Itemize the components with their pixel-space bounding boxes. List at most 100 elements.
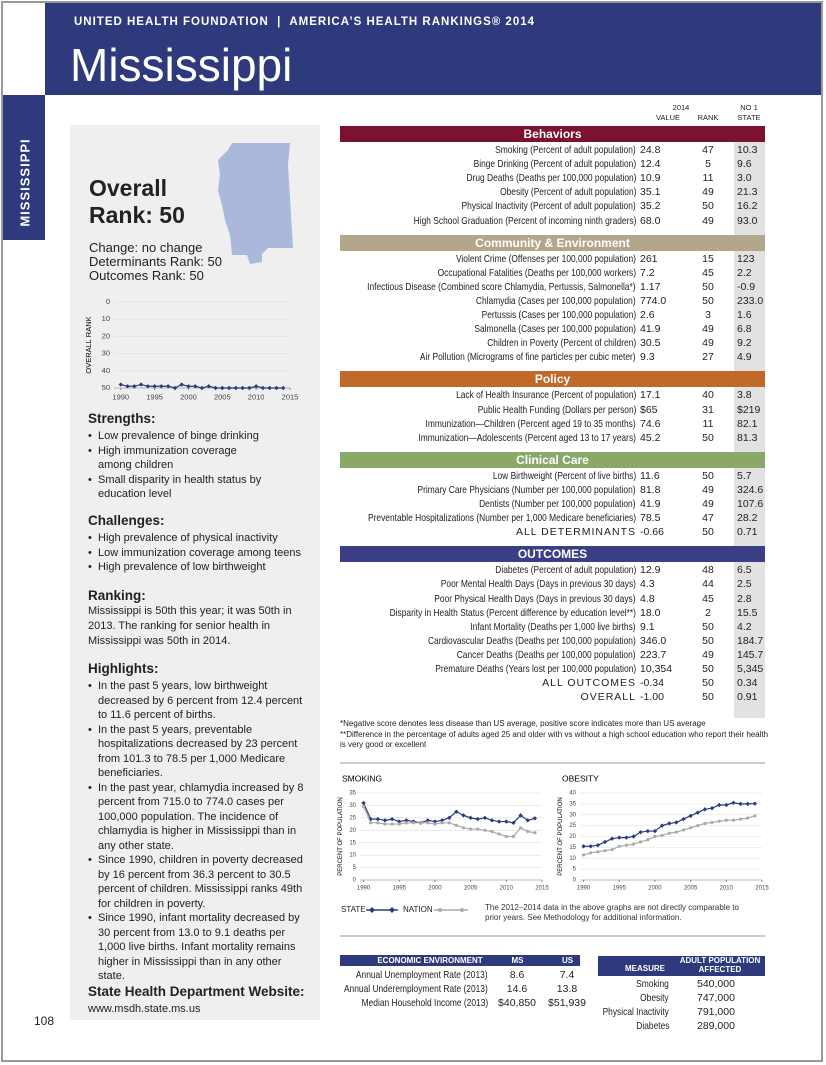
row-label: Immunization—Adolescents (Percent aged 1… [300,431,636,445]
point [253,384,259,389]
point [368,816,373,822]
bullet: • [88,561,92,573]
point [260,385,266,391]
point [233,385,239,391]
row-rank: 45 [702,266,714,279]
row-rank: 49 [702,648,714,661]
row-label-text: Binge Drinking (Percent of adult populat… [473,158,637,171]
point [533,831,537,835]
row-rank: 47 [702,144,714,156]
header-org: UNITED HEALTH FOUNDATION | AMERICA’S HEA… [74,16,536,28]
point [588,844,593,849]
adult-header: MEASURE [624,964,665,973]
row-no1: 82.1 [737,417,758,430]
page-number: 108 [34,1014,55,1028]
row-rank: 49 [702,323,714,336]
row-no1: 233.0 [737,294,764,307]
row-no1: 4.9 [737,351,752,364]
row-label: Obesity (Percent of adult population) [300,185,636,199]
row-label-text: Dentists (Number per 100,000 population) [479,498,636,510]
y-tick-label: 10 [349,853,356,859]
y-tick-label: 30 [569,812,576,818]
point [419,821,423,825]
row-label-text: ALL OUTCOMES [542,677,636,690]
point [638,829,643,835]
point [425,818,431,823]
x-tick-label: 2000 [648,886,662,892]
y-tick-label: 30 [349,803,356,809]
row-no1: 0.91 [737,691,758,704]
row-no1: 3.0 [737,172,752,185]
bullet-item: • High immunization coverage among childr… [88,444,268,473]
section-heading: Highlights: [88,661,159,676]
point [710,820,714,824]
row-value: 78.5 [640,512,661,525]
row-no1: 5,345 [737,663,764,675]
adult-header: ADULT POPULATION AFFECTED [679,956,761,974]
point [595,843,601,848]
bullet: • [88,473,92,486]
bullet-item: • High prevalence of low birthweight [88,560,303,575]
row-value: 45.2 [640,431,661,444]
col-header: 2014 [672,103,690,112]
y-tick-label: 5 [353,865,357,871]
point [382,818,388,823]
point [581,844,586,849]
row-label-text: Air Pollution (Micrograms of fine partic… [420,351,636,364]
econ-label-text: Annual Unemployment Rate (2013) [356,969,488,981]
y-tick-label: 15 [569,845,576,851]
bullet-item: • High prevalence of physical inactivity [88,531,303,546]
row-no1: $219 [737,403,761,416]
point [240,385,245,391]
row-value: 68.0 [640,214,661,227]
y-tick-label: 20 [569,834,576,840]
point [525,818,530,823]
row-no1: 81.3 [737,431,758,444]
row-no1: 9.6 [737,158,752,171]
point [193,384,198,389]
point [489,818,495,823]
row-no1: 9.2 [737,337,752,350]
row-value: -0.66 [640,526,664,539]
point [624,843,628,847]
section-header: Community & Environment [340,234,765,251]
row-rank: 49 [702,214,714,227]
row-rank: 50 [702,677,714,690]
point [738,817,743,821]
x-tick-label: 1995 [613,886,627,892]
point [753,814,757,818]
row-rank: 50 [702,469,714,482]
row-label-text: Salmonella (Cases per 100,000 population… [474,323,636,336]
row-label-text: Infant Mortality (Deaths per 1,000 live … [470,620,636,633]
point [159,384,164,389]
point [404,821,408,825]
row-value: 35.1 [640,186,661,199]
econ-label-text: Median Household Income (2013) [361,997,488,1009]
row-no1: 0.34 [737,677,758,690]
legend-marker [438,908,442,912]
y-tick-label: 5 [573,867,577,873]
bullet-item: • Small disparity in health status by edu… [88,473,268,502]
section-heading: Challenges: [88,513,165,528]
point [518,826,523,830]
row-label-text: Diabetes (Percent of adult population) [494,564,636,577]
x-tick-label: 1995 [146,392,163,401]
section-header: Clinical Care [340,451,765,468]
row-value: 18.0 [640,606,661,619]
point [179,382,184,387]
point [688,813,693,819]
point [532,816,538,821]
row-value: -0.34 [640,677,664,690]
point [617,835,622,840]
econ-label: Annual Underemployment Rate (2013) [300,982,488,996]
econ-header: MS [511,956,524,965]
x-tick-label: 2005 [464,886,478,892]
row-rank: 27 [702,351,714,364]
row-value: 81.8 [640,483,661,496]
point [397,822,401,826]
row-rank: 40 [702,389,714,402]
col-header: STATE [737,113,761,122]
point [132,384,137,389]
y-tick-label: 0 [106,297,110,306]
